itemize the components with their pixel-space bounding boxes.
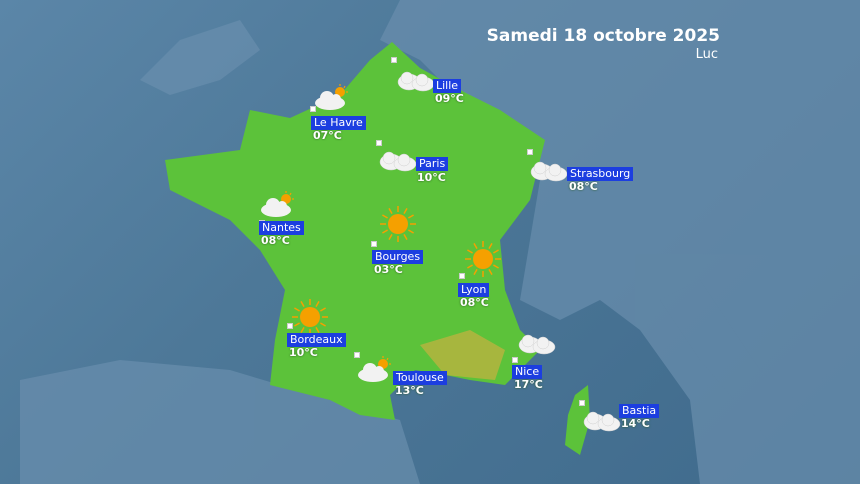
sun-icon [463,239,503,283]
sun-icon [378,204,418,248]
city-label: Bourges [372,250,424,264]
city-label: Strasbourg [567,167,634,181]
city-temperature: 10°C [417,171,446,184]
city-temperature: 03°C [374,263,403,276]
france-land [165,42,545,420]
city-marker [287,323,293,329]
cloud-icon [528,158,568,186]
partly-cloudy-icon [355,356,395,388]
city-temperature: 08°C [569,180,598,193]
sun-icon [290,297,330,341]
city-label: Nice [512,365,543,379]
city-label: Le Havre [311,116,366,130]
city-label: Lyon [458,283,490,297]
city-marker [371,241,377,247]
cloud-icon [516,331,556,359]
city-marker [527,149,533,155]
city-temperature: 17°C [514,378,543,391]
city-marker [376,140,382,146]
city-marker [391,57,397,63]
city-temperature: 10°C [289,346,318,359]
city-temperature: 08°C [460,296,489,309]
presenter-name: Luc [695,47,718,62]
city-label: Toulouse [393,371,447,385]
city-label: Nantes [259,221,304,235]
city-marker [310,106,316,112]
city-temperature: 13°C [395,384,424,397]
city-temperature: 07°C [313,129,342,142]
city-label: Bastia [619,404,660,418]
city-temperature: 09°C [435,92,464,105]
cloud-icon [395,68,435,96]
city-marker [579,400,585,406]
city-marker [512,357,518,363]
partly-cloudy-icon [258,191,298,223]
city-marker [354,352,360,358]
cloud-icon [581,408,621,436]
date-title: Samedi 18 octobre 2025 [486,26,720,46]
cloud-icon [377,148,417,176]
city-label: Lille [433,79,462,93]
partly-cloudy-icon [312,84,352,116]
city-marker [459,273,465,279]
city-temperature: 14°C [621,417,650,430]
city-temperature: 08°C [261,234,290,247]
city-label: Paris [416,157,449,171]
city-label: Bordeaux [287,333,346,347]
